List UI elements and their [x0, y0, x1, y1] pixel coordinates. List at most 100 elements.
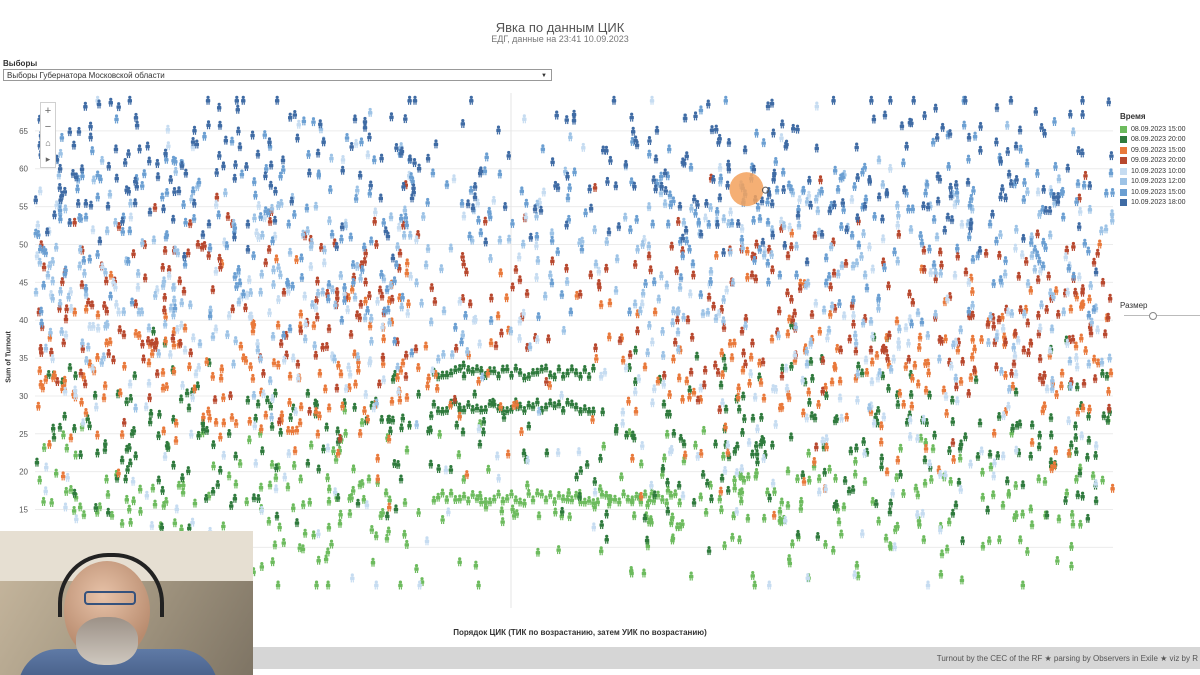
- marker-leg: [234, 486, 236, 489]
- marker-leg: [522, 505, 525, 508]
- y-tick-label: 40: [19, 316, 28, 325]
- marker-body: [880, 374, 885, 379]
- marker-body: [440, 409, 445, 414]
- marker-leg: [905, 424, 907, 427]
- marker-leg: [721, 387, 723, 390]
- marker-head: [52, 432, 56, 436]
- marker-body: [444, 409, 449, 413]
- marker-leg: [600, 496, 602, 499]
- marker-leg: [677, 528, 679, 532]
- marker-leg: [349, 499, 352, 503]
- data-point: [522, 498, 527, 508]
- marker-body: [351, 467, 356, 472]
- marker-body: [1073, 344, 1079, 349]
- data-point: [713, 439, 718, 449]
- marker-leg: [535, 404, 537, 407]
- data-point: [598, 300, 604, 310]
- data-point: [269, 459, 275, 469]
- marker-leg: [872, 364, 874, 367]
- data-point: [361, 494, 367, 504]
- data-point: [850, 485, 856, 495]
- marker-leg: [134, 432, 136, 435]
- marker-leg: [527, 487, 529, 490]
- marker-head: [196, 430, 201, 435]
- marker-body: [125, 468, 130, 472]
- marker-head: [910, 373, 915, 377]
- marker-leg: [135, 377, 137, 381]
- marker-leg: [974, 381, 976, 385]
- data-point: [719, 473, 725, 483]
- marker-leg: [537, 495, 539, 498]
- marker-head: [1012, 512, 1017, 517]
- marker-body: [150, 486, 156, 491]
- marker-leg: [886, 390, 889, 393]
- marker-leg: [455, 371, 458, 375]
- marker-leg: [496, 496, 499, 499]
- marker-leg: [699, 499, 701, 502]
- marker-body: [689, 574, 694, 579]
- marker-leg: [429, 417, 431, 421]
- marker-leg: [385, 540, 387, 543]
- marker-leg: [547, 455, 549, 458]
- data-point: [118, 388, 123, 398]
- marker-leg: [310, 504, 312, 507]
- marker-head: [1105, 371, 1109, 375]
- marker-body: [530, 498, 536, 503]
- marker-body: [487, 402, 493, 406]
- data-point: [815, 531, 821, 541]
- marker-leg: [1007, 483, 1009, 486]
- marker-head: [810, 411, 814, 415]
- marker-head: [436, 406, 440, 410]
- y-tick-label: 30: [19, 392, 28, 401]
- marker-leg: [388, 433, 391, 436]
- marker-head: [65, 443, 69, 447]
- turnout-scatter-chart[interactable]: 101520253035404550556065: [0, 88, 1118, 618]
- marker-leg: [649, 521, 651, 525]
- data-point: [259, 424, 264, 434]
- marker-leg: [610, 500, 612, 503]
- marker-body: [598, 549, 604, 554]
- data-point: [968, 373, 974, 383]
- marker-leg: [780, 504, 782, 507]
- marker-leg: [720, 354, 722, 358]
- marker-head: [440, 370, 445, 374]
- marker-leg: [572, 406, 574, 409]
- marker-leg: [161, 390, 163, 393]
- marker-leg: [749, 359, 751, 362]
- marker-body: [1025, 550, 1030, 554]
- data-point: [676, 373, 682, 383]
- marker-leg: [478, 446, 480, 449]
- marker-head: [274, 473, 278, 477]
- data-point: [897, 388, 903, 398]
- marker-head: [268, 480, 272, 484]
- marker-leg: [303, 535, 305, 538]
- marker-head: [853, 456, 858, 460]
- data-point: [359, 478, 365, 488]
- elections-dropdown[interactable]: Выборы Губернатора Московской области ▼: [3, 69, 552, 81]
- marker-body: [218, 376, 224, 381]
- marker-leg: [97, 514, 99, 517]
- marker-body: [759, 438, 765, 442]
- marker-head: [552, 496, 557, 501]
- marker-head: [1092, 354, 1096, 358]
- marker-leg: [264, 417, 266, 420]
- marker-head: [388, 426, 393, 430]
- marker-leg: [449, 375, 451, 378]
- marker-head: [851, 485, 855, 489]
- marker-leg: [382, 340, 384, 344]
- marker-leg: [722, 480, 724, 483]
- marker-head: [617, 497, 621, 501]
- data-point: [829, 377, 835, 387]
- marker-body: [1087, 407, 1092, 412]
- marker-head: [234, 451, 238, 455]
- marker-body: [481, 430, 486, 435]
- marker-leg: [924, 450, 926, 453]
- data-point: [822, 467, 827, 477]
- data-point: [71, 505, 77, 515]
- marker-body: [836, 520, 842, 525]
- marker-leg: [95, 437, 97, 440]
- data-point: [633, 345, 638, 355]
- data-point: [957, 443, 963, 453]
- marker-leg: [353, 386, 356, 389]
- marker-body: [548, 373, 553, 378]
